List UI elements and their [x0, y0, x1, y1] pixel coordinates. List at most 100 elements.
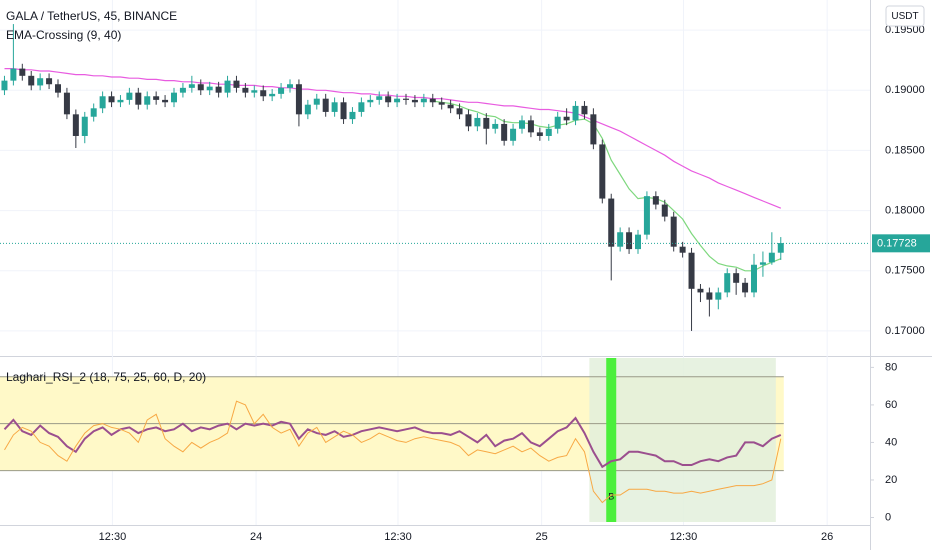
symbol-title: GALA / TetherUS, 45, BINANCE	[6, 9, 177, 23]
candle-body	[626, 232, 633, 250]
candle-body	[304, 104, 311, 115]
candle-body	[411, 99, 418, 103]
candle-body	[465, 114, 472, 127]
candle-body	[90, 108, 97, 117]
y-tick-label: 0.18500	[885, 144, 925, 156]
y-tick-label: 0.17500	[885, 265, 925, 277]
candle-body	[394, 98, 401, 103]
x-tick-label: 12:30	[384, 531, 412, 543]
currency-button[interactable]	[885, 5, 925, 27]
candle-body	[403, 98, 409, 100]
candle-body	[55, 84, 61, 93]
rsi-legend: Laghari_RSI_2 (18, 75, 25, 60, D, 20)	[6, 370, 206, 384]
candle-body	[206, 86, 213, 91]
candle-body	[171, 92, 177, 103]
highlight-region	[589, 358, 776, 522]
candle-body	[233, 80, 240, 88]
candle-body	[215, 86, 222, 93]
candle-body	[385, 96, 392, 103]
last-price-box	[872, 234, 930, 253]
candle-body	[313, 98, 320, 105]
candle-body	[742, 282, 749, 293]
candle-body	[188, 84, 195, 88]
candle-body	[751, 264, 757, 293]
candle-body	[643, 196, 650, 235]
candle-body	[260, 90, 267, 97]
candle-body	[28, 75, 35, 86]
y-tick-label: 0.19500	[885, 24, 925, 36]
candle-body	[715, 292, 722, 300]
candle-body	[367, 99, 374, 103]
candle-body	[456, 108, 463, 115]
candle-body	[135, 92, 142, 105]
candle-body	[652, 196, 659, 205]
candle-body	[162, 99, 169, 103]
candle-body	[37, 78, 44, 86]
candle-body	[661, 204, 668, 217]
candle-body	[554, 116, 561, 129]
y-tick-label: 0.18000	[885, 204, 925, 216]
candle-body	[81, 116, 88, 136]
x-tick-label: 12:30	[99, 531, 127, 543]
mark-layer: 0.17000 0.17500 0.18000 0.18500 0.19000 0.195…	[0, 24, 930, 543]
candle-body	[670, 216, 677, 247]
candle-body	[447, 104, 454, 109]
candle-body	[242, 87, 249, 93]
candle-body	[777, 243, 784, 253]
candle-body	[295, 84, 302, 115]
candle-body	[349, 111, 356, 120]
x-tick-label: 12:30	[670, 531, 698, 543]
candle-body	[536, 132, 543, 136]
candle-body	[759, 262, 766, 265]
candle-body	[144, 96, 151, 105]
currency-label[interactable]: USDT	[891, 11, 918, 22]
candle-body	[269, 93, 276, 97]
candle-body	[706, 292, 713, 300]
y-tick-label: 0.17000	[885, 325, 925, 337]
indicator-legend: EMA-Crossing (9, 40)	[6, 28, 121, 42]
signal-label: B	[608, 491, 614, 501]
candle-body	[117, 99, 124, 103]
ema-line	[432, 100, 782, 272]
candle-body	[331, 102, 338, 112]
candle-body	[429, 98, 436, 103]
candle-body	[224, 80, 231, 93]
y-tick-label: 0	[885, 511, 891, 523]
candle-body	[278, 87, 285, 94]
last-price-label: 0.17728	[877, 238, 917, 250]
candle-body	[697, 288, 704, 293]
candle-body	[492, 123, 499, 129]
candle-body	[474, 117, 481, 127]
candle-body	[438, 102, 445, 105]
y-tick-label: 20	[885, 474, 897, 486]
candle-body	[197, 84, 204, 91]
candle-body	[126, 92, 133, 100]
candle-body	[599, 144, 606, 199]
candle-body	[99, 96, 106, 109]
candle-body	[63, 92, 70, 115]
candle-body	[1, 80, 8, 91]
candle-body	[72, 114, 79, 136]
indicator-line	[3, 416, 782, 469]
candle-body	[19, 68, 26, 76]
candle-body	[10, 68, 17, 81]
candle-body	[617, 232, 624, 247]
candle-body	[108, 96, 115, 103]
x-tick-label: 26	[821, 531, 833, 543]
y-tick-label: 60	[885, 399, 897, 411]
candle-body	[519, 120, 525, 129]
y-tick-label: 40	[885, 436, 897, 448]
x-tick-label: 25	[536, 531, 548, 543]
candle-body	[483, 117, 490, 129]
signal-bar	[606, 358, 617, 522]
candle-body	[581, 105, 588, 115]
candle-body	[501, 123, 508, 141]
candle-body	[572, 105, 579, 121]
candle-body	[688, 252, 695, 289]
candle-body	[287, 84, 293, 88]
y-tick-label: 80	[885, 361, 897, 373]
x-tick-label: 24	[250, 531, 262, 543]
candle-body	[608, 198, 615, 247]
candle-body	[563, 116, 570, 121]
candle-body	[545, 128, 552, 136]
